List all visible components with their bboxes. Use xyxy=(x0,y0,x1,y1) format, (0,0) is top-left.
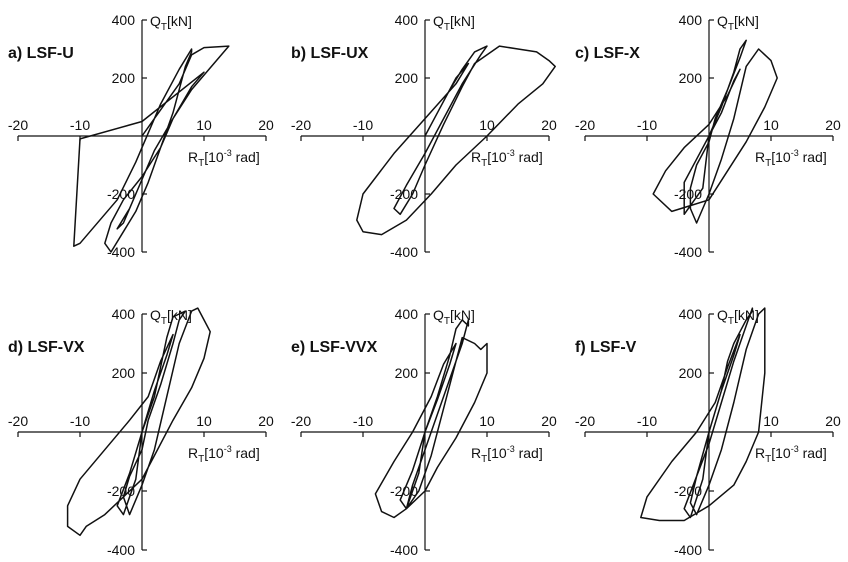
chart-panel-2: -20 -10 10 20 400 200 -200 -400 QT[kN] RT[10-3 ra… xyxy=(291,12,557,260)
y-tick-label: 400 xyxy=(395,12,419,28)
panel-label: a) LSF-U xyxy=(8,45,74,62)
x-tick-label: 10 xyxy=(763,117,779,133)
panel-label: d) LSF-VX xyxy=(8,339,85,356)
x-tick-label: -10 xyxy=(637,413,657,429)
x-tick-label: 10 xyxy=(763,413,779,429)
x-tick-label: -20 xyxy=(575,413,595,429)
x-axis-title: RT[10-3 rad] xyxy=(755,444,827,465)
y-tick-label: 400 xyxy=(112,12,136,28)
y-tick-label: -200 xyxy=(390,186,418,202)
x-tick-label: -20 xyxy=(291,117,311,133)
x-tick-label: 20 xyxy=(541,117,557,133)
y-tick-label: -400 xyxy=(674,542,702,558)
x-tick-label: -10 xyxy=(70,413,90,429)
x-axis-title: RT[10-3 rad] xyxy=(471,444,543,465)
panel-label: f) LSF-V xyxy=(575,339,637,356)
x-tick-label: 10 xyxy=(479,413,495,429)
x-tick-label: -20 xyxy=(291,413,311,429)
x-tick-label: -20 xyxy=(8,413,28,429)
y-tick-label: -200 xyxy=(107,186,135,202)
x-tick-label: 20 xyxy=(825,117,841,133)
y-tick-label: 400 xyxy=(679,12,703,28)
y-tick-label: -400 xyxy=(390,244,418,260)
x-tick-label: -10 xyxy=(637,117,657,133)
x-axis-title: RT[10-3 rad] xyxy=(755,148,827,169)
x-tick-label: -10 xyxy=(353,117,373,133)
x-tick-label: 20 xyxy=(258,117,274,133)
x-tick-label: 10 xyxy=(479,117,495,133)
hysteresis-curve xyxy=(73,45,230,253)
x-tick-label: 20 xyxy=(541,413,557,429)
y-tick-label: 400 xyxy=(112,306,136,322)
y-tick-label: -400 xyxy=(674,244,702,260)
x-tick-label: 20 xyxy=(258,413,274,429)
hysteresis-curve xyxy=(66,307,211,537)
x-tick-label: -20 xyxy=(8,117,28,133)
y-tick-label: 200 xyxy=(679,70,703,86)
hysteresis-curve xyxy=(640,307,766,522)
panel-label: b) LSF-UX xyxy=(291,45,369,62)
y-tick-label: 200 xyxy=(679,365,703,381)
y-tick-label: 400 xyxy=(395,306,419,322)
y-tick-label: -400 xyxy=(390,542,418,558)
x-tick-label: 10 xyxy=(196,413,212,429)
y-tick-label: -200 xyxy=(107,483,135,499)
hysteresis-curve xyxy=(356,45,556,236)
y-tick-label: -200 xyxy=(674,483,702,499)
hysteresis-curve xyxy=(652,39,778,224)
x-tick-label: -10 xyxy=(70,117,90,133)
x-tick-label: -20 xyxy=(575,117,595,133)
y-tick-label: 200 xyxy=(395,365,419,381)
y-axis-title: QT[kN] xyxy=(717,13,759,33)
y-axis-title: QT[kN] xyxy=(433,13,475,33)
x-tick-label: 20 xyxy=(825,413,841,429)
y-axis-title: QT[kN] xyxy=(150,13,192,33)
x-tick-label: -10 xyxy=(353,413,373,429)
y-axis-title: QT[kN] xyxy=(433,307,475,327)
y-tick-label: 200 xyxy=(395,70,419,86)
y-tick-label: 200 xyxy=(112,70,136,86)
x-axis-title: RT[10-3 rad] xyxy=(188,444,260,465)
y-tick-label: -400 xyxy=(107,542,135,558)
y-tick-label: 200 xyxy=(112,365,136,381)
panel-label: e) LSF-VVX xyxy=(291,339,378,356)
y-tick-label: 400 xyxy=(679,306,703,322)
x-tick-label: 10 xyxy=(196,117,212,133)
panel-label: c) LSF-X xyxy=(575,45,640,62)
x-axis-title: RT[10-3 rad] xyxy=(471,148,543,169)
hysteresis-curve xyxy=(374,319,488,519)
x-axis-title: RT[10-3 rad] xyxy=(188,148,260,169)
